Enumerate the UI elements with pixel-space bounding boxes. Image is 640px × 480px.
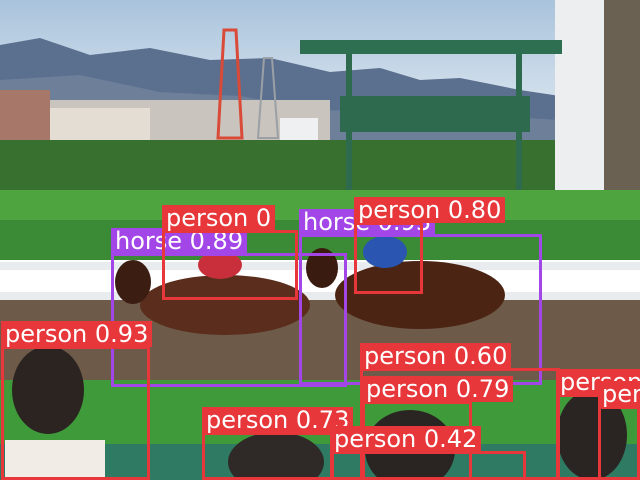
det-jockey-left-label: person 0: [162, 205, 276, 231]
stand-leg-right: [516, 54, 522, 214]
det-spectator-bottom-right-center: person 0.42: [330, 426, 526, 480]
stand-roof: [300, 40, 562, 54]
det-spectator-far-right: person: [598, 381, 640, 480]
det-horse-left: horse 0.89: [111, 228, 347, 387]
spectator-head-left: [12, 346, 84, 434]
det-spectator-camera: person 0.93: [1, 321, 153, 480]
det-spectator-mid-label: person 0.60: [360, 343, 512, 369]
spectator-head-mid: [228, 432, 324, 480]
det-spectator-camera-label: person 0.93: [1, 321, 153, 347]
red-tower: [216, 28, 244, 140]
rail-mid: [0, 292, 640, 300]
det-spectator-bottom-right-center-label: person 0.42: [330, 426, 482, 452]
det-jockey-right-label: person 0.80: [354, 197, 506, 223]
horse-right-head: [306, 248, 338, 288]
spectator-head-far-right: [557, 390, 627, 480]
det-spectator-bottom-center: person 0.73: [202, 407, 354, 480]
det-jockey-left: person 0: [162, 205, 298, 300]
det-spectator-bottom-center-label: person 0.73: [202, 407, 354, 433]
horse-left-body: [140, 275, 310, 335]
det-jockey-right: person 0.80: [354, 197, 506, 294]
stand-box: [340, 96, 530, 132]
jockey-right: [363, 236, 407, 268]
det-spectator-far-right-label: person: [598, 381, 640, 407]
jockey-left: [198, 251, 242, 279]
spectator-shirt-left: [5, 440, 105, 480]
det-spectator-mid-lower-label: person 0.79: [362, 376, 514, 402]
horse-right-body: [335, 261, 505, 329]
trees: [0, 140, 560, 190]
horse-left-head: [115, 260, 151, 304]
stand-leg-left: [346, 54, 352, 214]
grey-tower: [256, 57, 280, 139]
